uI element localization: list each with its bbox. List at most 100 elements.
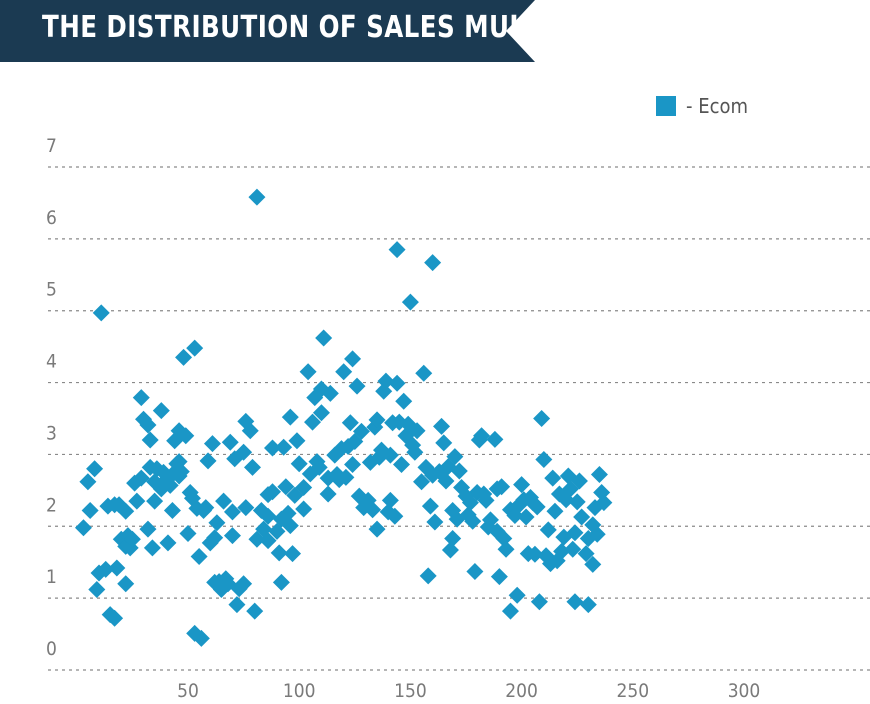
data-point-ecom-2 <box>81 501 99 519</box>
data-point-ecom-233 <box>573 508 591 526</box>
data-point-ecom-205 <box>513 476 531 494</box>
y-tick-label-3: 3 <box>46 422 57 444</box>
data-point-ecom-241 <box>590 466 608 484</box>
data-point-ecom-56 <box>190 547 208 565</box>
data-point-ecom-192 <box>481 511 499 529</box>
data-point-ecom-30 <box>143 539 161 557</box>
y-tick-label-2: 2 <box>46 494 57 516</box>
data-point-ecom-157 <box>401 293 419 311</box>
data-point-ecom-105 <box>290 455 308 473</box>
x-axis-ticks: 50 100 150 200 250 300 <box>177 680 760 702</box>
data-point-ecom-82 <box>243 458 261 476</box>
data-point-ecom-63 <box>206 529 224 547</box>
data-point-ecom-20 <box>123 530 141 548</box>
data-point-ecom-34 <box>152 402 170 420</box>
x-tick-label-100: 100 <box>283 680 316 702</box>
data-point-ecom-50 <box>179 524 197 542</box>
x-tick-label-150: 150 <box>394 680 427 702</box>
data-point-ecom-0 <box>74 519 92 537</box>
data-point-ecom-108 <box>299 363 317 381</box>
data-point-ecom-102 <box>284 545 302 563</box>
data-point-ecom-113 <box>310 458 328 476</box>
data-point-ecom-41 <box>163 501 181 519</box>
data-point-ecom-231 <box>568 493 586 511</box>
data-point-ecom-144 <box>377 372 395 390</box>
legend-label-ecom: - Ecom <box>686 94 748 118</box>
data-point-ecom-240 <box>588 525 606 543</box>
data-point-ecom-147 <box>381 491 399 509</box>
data-point-ecom-48 <box>175 348 193 366</box>
data-point-ecom-96 <box>272 573 290 591</box>
data-point-ecom-190 <box>477 491 495 509</box>
data-point-ecom-232 <box>570 472 588 490</box>
data-point-ecom-27 <box>139 416 157 434</box>
data-point-ecom-104 <box>288 432 306 450</box>
data-point-ecom-212 <box>528 498 546 516</box>
data-point-ecom-32 <box>146 492 164 510</box>
data-point-ecom-197 <box>493 478 511 496</box>
data-point-ecom-26 <box>139 520 157 538</box>
data-point-ecom-145 <box>379 503 397 521</box>
data-point-ecom-115 <box>312 404 330 422</box>
y-tick-label-5: 5 <box>46 279 57 301</box>
data-point-ecom-179 <box>450 462 468 480</box>
data-point-ecom-75 <box>228 596 246 614</box>
data-point-ecom-49 <box>177 427 195 445</box>
legend-swatch-ecom <box>656 96 676 116</box>
data-point-ecom-170 <box>433 417 451 435</box>
data-point-ecom-16 <box>117 575 135 593</box>
data-point-ecom-220 <box>546 502 564 520</box>
data-point-ecom-62 <box>203 435 221 453</box>
data-point-ecom-166 <box>424 254 442 272</box>
data-point-ecom-235 <box>579 596 597 614</box>
data-point-ecom-165 <box>421 497 439 515</box>
data-point-ecom-99 <box>279 504 297 522</box>
data-point-ecom-238 <box>584 555 602 573</box>
data-point-ecom-38 <box>159 534 177 552</box>
data-point-ecom-151 <box>388 241 406 259</box>
data-point-ecom-149 <box>386 507 404 525</box>
data-point-ecom-217 <box>539 521 557 539</box>
data-point-ecom-207 <box>517 508 535 526</box>
data-point-ecom-129 <box>344 350 362 368</box>
data-point-ecom-214 <box>533 410 551 427</box>
data-point-ecom-140 <box>368 520 386 538</box>
data-point-ecom-91 <box>264 439 282 457</box>
data-point-ecom-77 <box>235 575 253 593</box>
data-point-ecom-88 <box>259 507 277 525</box>
data-point-ecom-4 <box>88 581 106 599</box>
data-point-ecom-24 <box>132 469 150 487</box>
data-point-ecom-199 <box>497 540 515 558</box>
y-tick-label-4: 4 <box>46 351 57 373</box>
data-point-ecom-110 <box>304 413 322 431</box>
data-point-ecom-193 <box>486 430 504 448</box>
data-point-ecom-127 <box>341 414 359 432</box>
title-banner-shape <box>0 0 535 62</box>
title-banner: THE DISTRIBUTION OF SALES MULTIPLES <box>0 0 618 62</box>
data-points <box>74 188 613 647</box>
grid-lines <box>48 166 870 671</box>
data-point-ecom-128 <box>344 455 362 473</box>
data-point-ecom-72 <box>223 503 241 521</box>
data-point-ecom-12 <box>108 559 126 577</box>
data-point-ecom-83 <box>246 602 264 620</box>
data-point-ecom-80 <box>237 499 255 517</box>
data-point-ecom-160 <box>408 422 426 440</box>
data-point-ecom-146 <box>381 446 399 464</box>
data-point-ecom-229 <box>566 524 584 542</box>
data-point-ecom-3 <box>86 460 104 478</box>
data-point-ecom-94 <box>270 544 288 562</box>
data-point-ecom-243 <box>595 494 613 512</box>
data-point-ecom-196 <box>490 568 508 586</box>
x-tick-label-50: 50 <box>177 680 199 702</box>
data-point-ecom-29 <box>141 431 159 449</box>
data-point-ecom-162 <box>415 364 433 382</box>
data-point-ecom-175 <box>444 501 462 519</box>
data-point-ecom-68 <box>215 492 233 510</box>
x-tick-label-200: 200 <box>505 680 538 702</box>
data-point-ecom-97 <box>275 438 293 456</box>
chart-title: THE DISTRIBUTION OF SALES MULTIPLES <box>42 10 618 45</box>
data-point-ecom-7 <box>97 560 115 578</box>
data-point-ecom-100 <box>281 408 299 426</box>
